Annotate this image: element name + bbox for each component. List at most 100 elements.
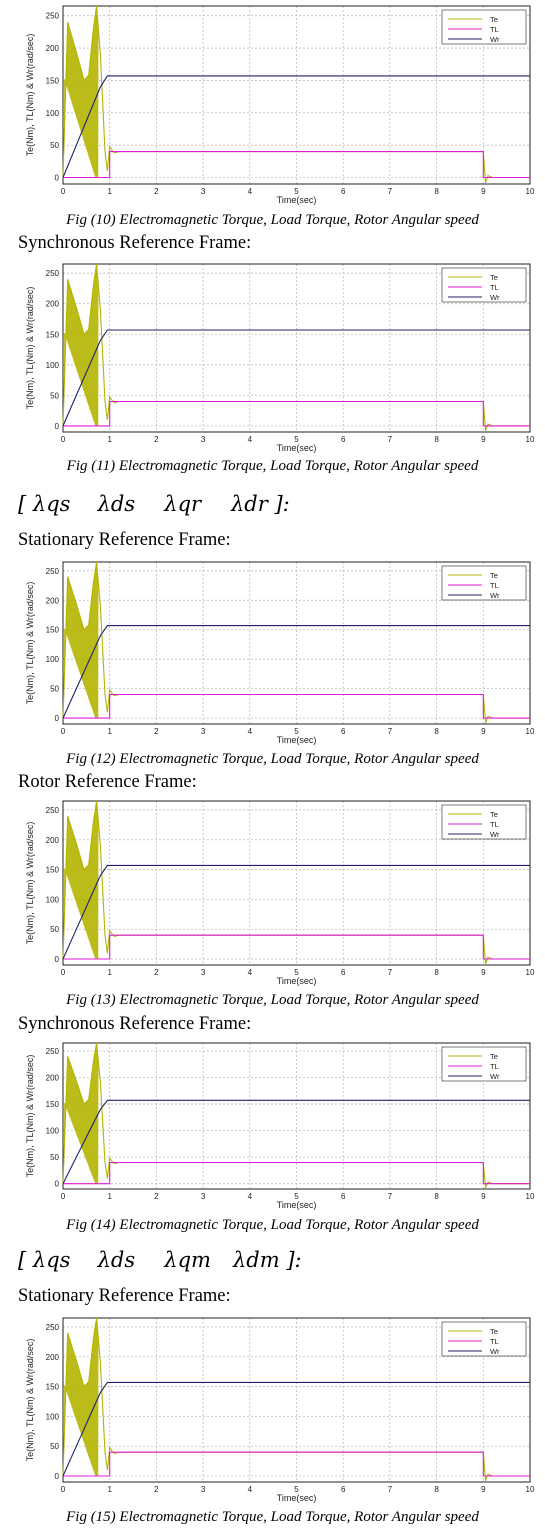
y-tick-label: 150 [46,626,60,635]
y-axis-label: Te(Nm), TL(Nm) & Wr(rad/sec) [25,1055,35,1178]
x-tick-label: 6 [341,187,346,196]
bracket-close: ]: [286,1248,302,1272]
y-tick-label: 250 [46,1323,60,1332]
figure-caption: Fig (14) Electromagnetic Torque, Load To… [66,1217,479,1233]
x-tick-label: 5 [294,727,299,736]
legend-label: TL [490,1062,499,1071]
series-line-te [62,800,530,964]
y-tick-label: 200 [46,596,60,605]
section-heading: Stationary Reference Frame: [18,530,231,550]
series-line-te [62,1042,530,1189]
x-tick-label: 2 [154,435,159,444]
y-axis-label: Te(Nm), TL(Nm) & Wr(rad/sec) [25,287,35,410]
legend-label: TL [490,820,499,829]
x-tick-label: 10 [526,727,535,736]
x-tick-label: 2 [154,968,159,977]
legend-label: Te [490,15,498,24]
x-tick-label: 5 [294,435,299,444]
x-tick-label: 0 [61,727,66,736]
x-tick-label: 1 [107,968,112,977]
series-line-wr [62,864,530,960]
x-tick-label: 4 [248,968,253,977]
x-tick-label: 6 [341,727,346,736]
x-tick-label: 7 [388,435,393,444]
series-line-tl [63,1451,530,1477]
chart-fig12: 0 1 2 3 4 5 6 7 8 9 10050100150200250Time(sec)Te(N… [25,561,535,745]
section-heading: Rotor Reference Frame: [18,772,197,792]
x-tick-label: 6 [341,1192,346,1201]
x-tick-label: 2 [154,1192,159,1201]
x-axis-label: Time(sec) [277,195,317,205]
y-axis-label: Te(Nm), TL(Nm) & Wr(rad/sec) [25,1339,35,1462]
legend-label: Wr [490,1072,500,1081]
y-tick-label: 100 [46,361,60,370]
chart-fig15: 0 1 2 3 4 5 6 7 8 9 10050100150200250Time(sec)Te(N… [25,1317,535,1503]
legend-box [441,9,527,45]
chart-fig13: 0 1 2 3 4 5 6 7 8 9 10050100150200250Time(sec)Te(N… [25,800,535,986]
y-tick-label: 200 [46,44,60,53]
vector-item: λdm [232,1248,280,1272]
y-tick-label: 50 [50,925,59,934]
bracket-open: [ [18,1248,27,1272]
figure-caption: Fig (10) Electromagnetic Torque, Load To… [66,212,479,228]
legend-label: Wr [490,35,500,44]
y-tick-label: 150 [46,330,60,339]
series-line-wr [62,1099,530,1184]
x-tick-label: 2 [154,187,159,196]
y-tick-label: 100 [46,895,60,904]
x-tick-label: 3 [201,1192,206,1201]
x-tick-label: 0 [61,1192,66,1201]
series-line-tl [63,151,530,179]
y-tick-label: 200 [46,1353,60,1362]
x-tick-label: 5 [294,968,299,977]
flux-vector-2: [ λqs λds λqm λdm ]: [18,1248,302,1272]
x-tick-label: 3 [201,435,206,444]
figure-caption: Fig (13) Electromagnetic Torque, Load To… [66,992,479,1008]
section-heading: Synchronous Reference Frame: [18,1014,252,1034]
y-tick-label: 50 [50,1153,59,1162]
plot-frame [62,263,531,433]
y-tick-label: 50 [50,141,59,150]
x-tick-label: 1 [107,1192,112,1201]
legend-box [441,1046,527,1082]
x-tick-label: 4 [248,1485,253,1494]
x-tick-label: 0 [61,435,66,444]
x-tick-label: 5 [294,1485,299,1494]
legend-label: Te [490,810,498,819]
y-tick-label: 0 [55,714,60,723]
series-line-tl [63,1161,530,1185]
y-tick-label: 50 [50,391,59,400]
x-tick-label: 6 [341,435,346,444]
y-tick-label: 100 [46,1127,60,1136]
x-tick-label: 10 [526,1485,535,1494]
y-tick-label: 250 [46,567,60,576]
series-line-wr [62,1381,530,1477]
x-tick-label: 9 [481,1485,486,1494]
figure-14: 0 1 2 3 4 5 6 7 8 9 10 0 50 100 150 200 250 Time(sec) Te(N… [0,1037,545,1237]
legend-label: TL [490,25,499,34]
figure-12: 0 1 2 3 4 5 6 7 8 9 10 0 50 100 150 200 250 Time(sec) Te(N… [0,556,545,772]
x-tick-label: 6 [341,1485,346,1494]
series-line-wr [62,625,530,719]
plot-frame [62,561,531,725]
x-tick-label: 8 [434,435,439,444]
y-tick-label: 0 [55,422,60,431]
y-tick-label: 150 [46,866,60,875]
plot-frame [62,800,531,966]
figure-11: 0 1 2 3 4 5 6 7 8 9 10 0 50 100 150 200 250 Time(sec) Te(N… [0,258,545,480]
series-line-te [62,263,530,431]
x-tick-label: 3 [201,968,206,977]
y-tick-label: 250 [46,12,60,21]
x-axis-label: Time(sec) [277,976,317,986]
y-tick-label: 50 [50,685,59,694]
legend-label: TL [490,1337,499,1346]
vector-item: λds [97,1248,136,1272]
x-tick-label: 1 [107,187,112,196]
x-tick-label: 7 [388,187,393,196]
legend-label: Te [490,273,498,282]
chart-fig11: 0 1 2 3 4 5 6 7 8 9 10050100150200250Time(sec)Te(N… [25,263,535,453]
vector-item: λds [97,492,136,516]
x-axis-label: Time(sec) [277,735,317,745]
x-tick-label: 7 [388,727,393,736]
vector-item: λqs [32,1248,71,1272]
